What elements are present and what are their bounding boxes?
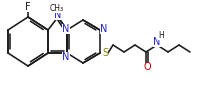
Text: N: N bbox=[62, 52, 70, 62]
Text: N: N bbox=[100, 24, 108, 34]
Text: S: S bbox=[102, 48, 108, 58]
Text: CH₃: CH₃ bbox=[50, 4, 64, 13]
Text: N: N bbox=[62, 24, 70, 34]
Text: N: N bbox=[153, 37, 161, 47]
Text: F: F bbox=[25, 1, 31, 11]
Text: O: O bbox=[143, 62, 151, 73]
Text: H: H bbox=[158, 30, 164, 39]
Text: N: N bbox=[54, 10, 62, 20]
